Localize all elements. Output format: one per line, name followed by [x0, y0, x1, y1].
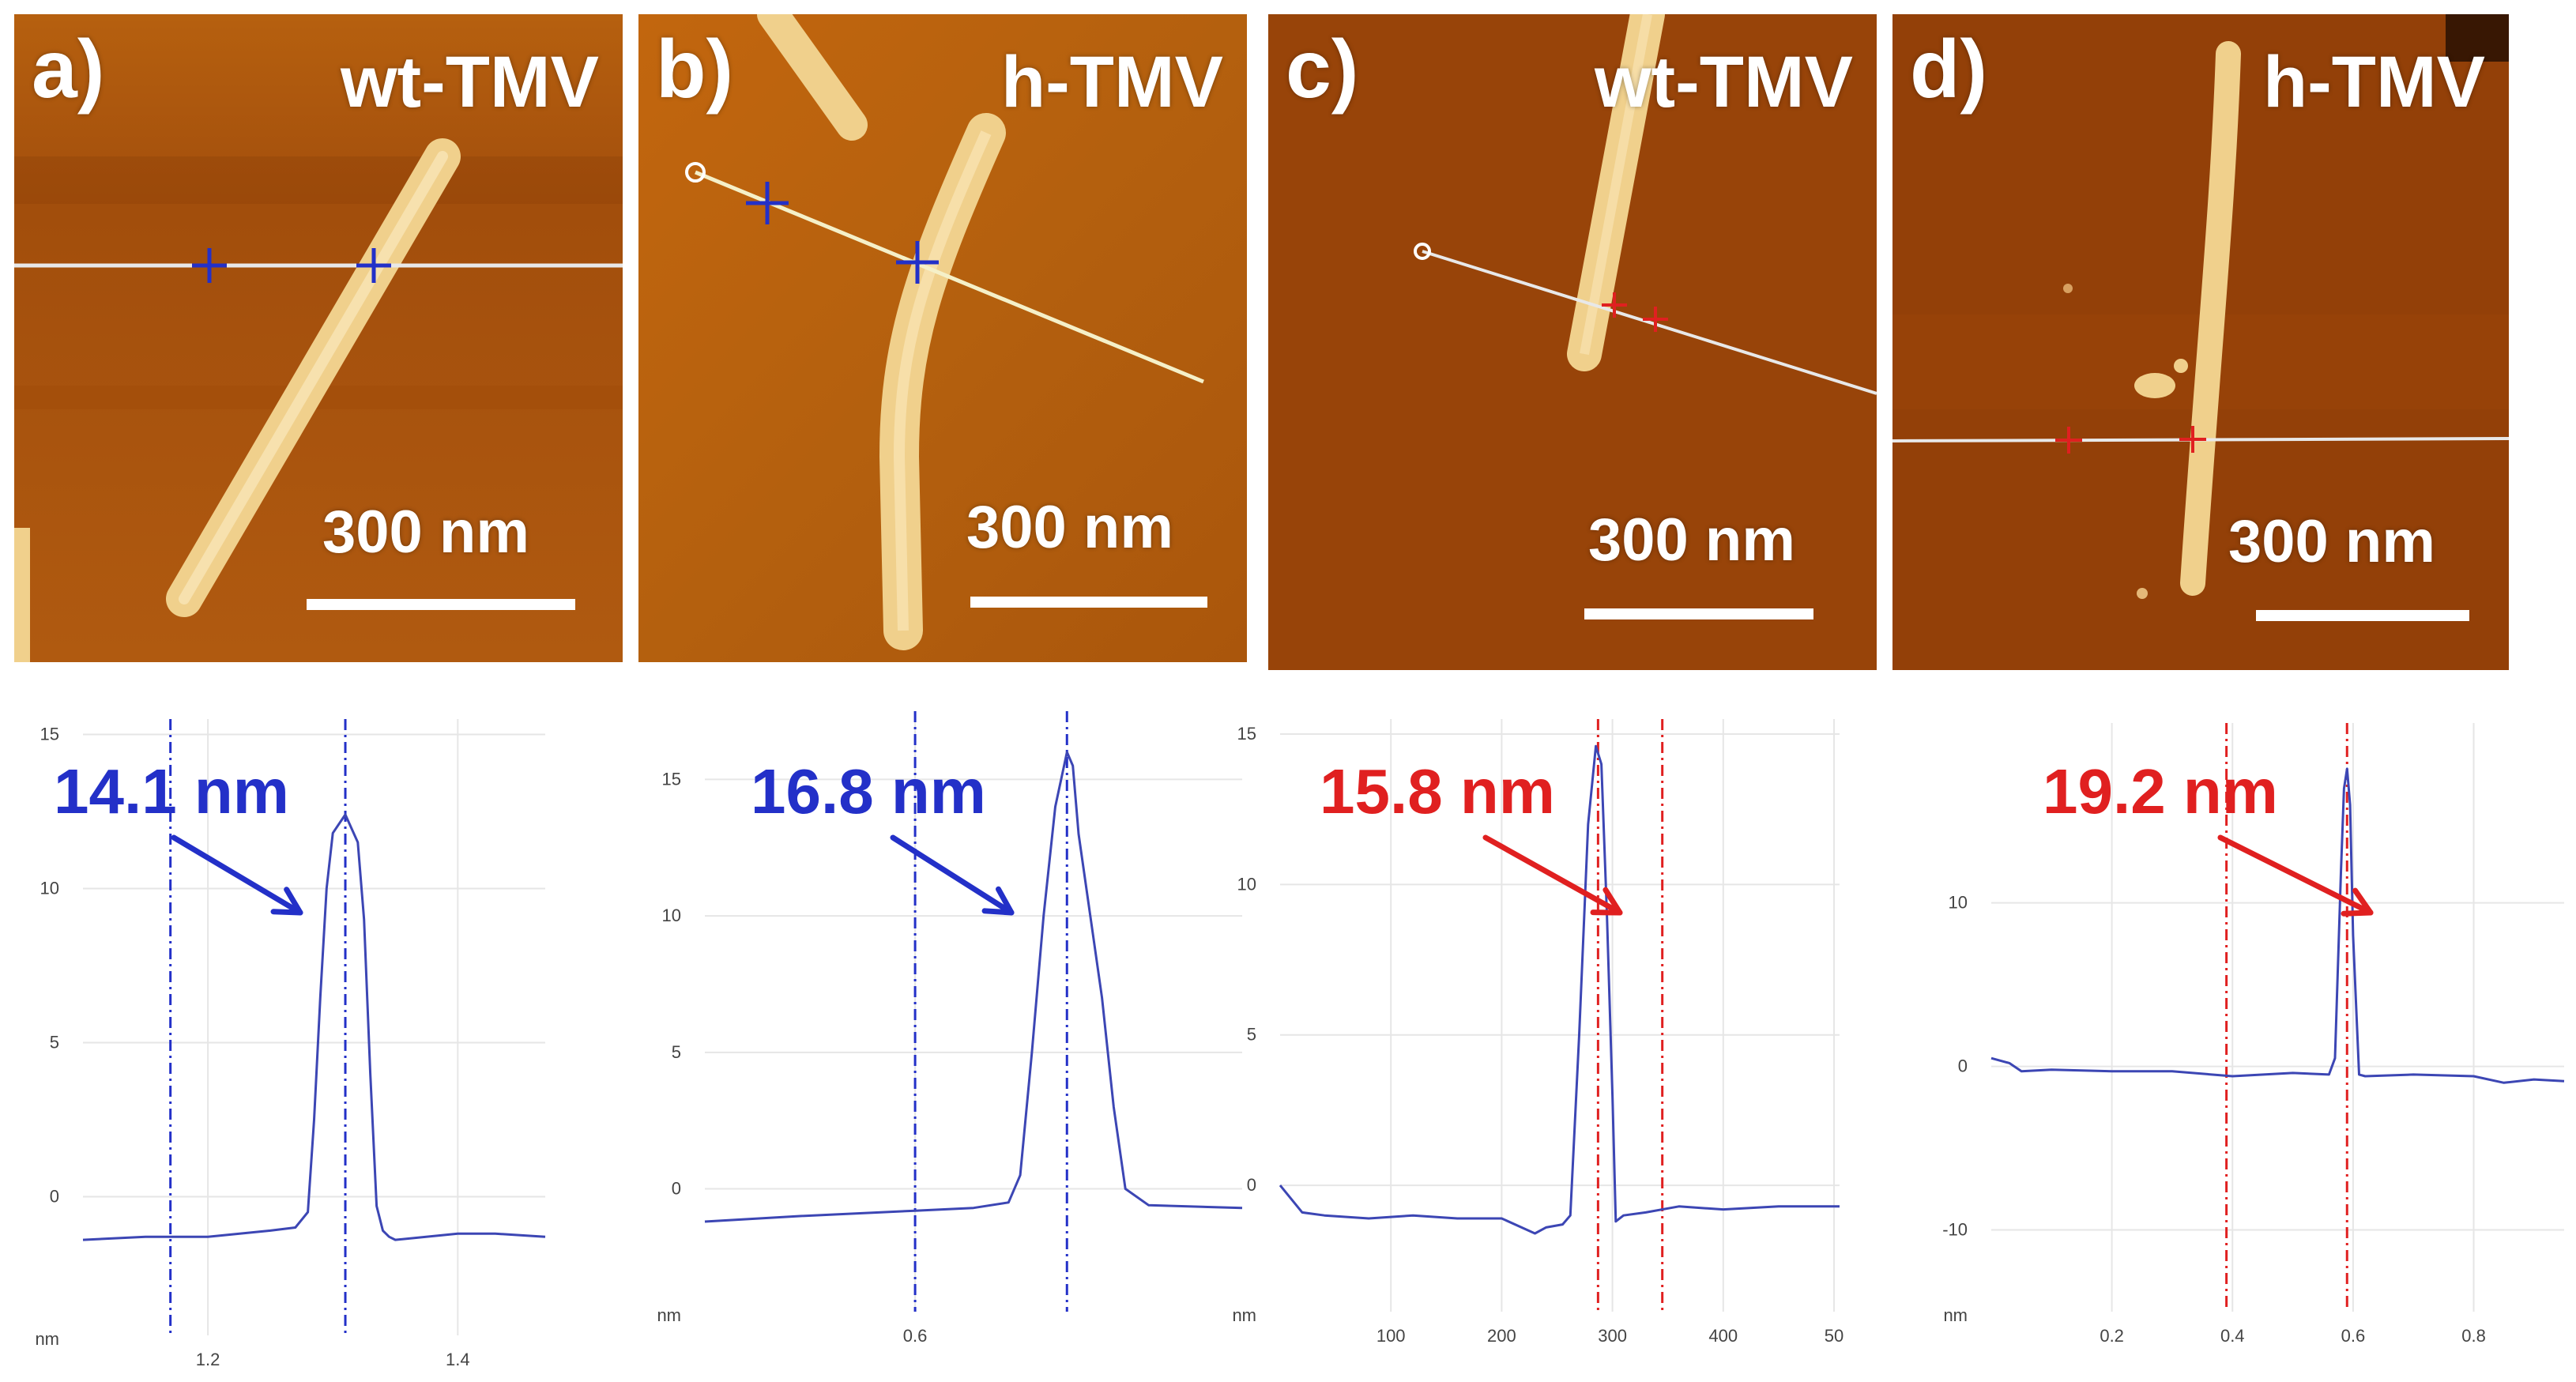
chart-canvas: 0 5 10 15 1.2 1.4 nm [35, 719, 546, 1369]
panel-title: h-TMV [2262, 42, 2485, 122]
y-tick-label: 5 [1247, 1025, 1256, 1045]
annotation-arrow [2217, 834, 2374, 916]
annotation-arrowhead [1590, 887, 1623, 916]
y-tick-label: 0 [672, 1179, 681, 1199]
y-tick-label: 0 [1247, 1175, 1256, 1195]
height-profile-chart-d: -10 0 10 0.2 0.4 0.6 0.8 nm 19.2 nm [1896, 687, 2576, 1382]
cursor-marker [746, 182, 939, 284]
x-tick-label: 200 [1487, 1326, 1516, 1346]
y-axis-unit-label: nm [1232, 1305, 1256, 1325]
cursor-marker [1602, 292, 1668, 332]
height-profile-line [82, 813, 546, 1241]
scale-bar [307, 599, 575, 610]
panel-letter: b) [656, 24, 734, 115]
y-axis-unit-label: nm [35, 1329, 59, 1349]
scale-bar-label: 300 nm [2228, 508, 2435, 575]
panel-letter: d) [1910, 24, 1988, 115]
scale-bar-label: 300 nm [966, 494, 1173, 561]
x-tick-label: 100 [1377, 1326, 1406, 1346]
afm-image-panel-b: b) h-TMV 300 nm [638, 14, 1247, 662]
afm-image-d [1892, 14, 2509, 670]
scale-bar [1584, 608, 1813, 619]
x-tick-label: 50 [1825, 1326, 1843, 1346]
y-tick-label: 10 [662, 906, 681, 925]
annotation-arrow [1482, 834, 1623, 916]
panel-title: h-TMV [1000, 42, 1223, 122]
annotation-arrowhead [2341, 887, 2374, 917]
panel-title: wt-TMV [340, 42, 599, 122]
x-tick-label: 0.8 [2461, 1326, 2486, 1346]
height-profile-chart-c: 0 5 10 15 100 200 300 400 50 nm 15.8 nm [1232, 687, 1896, 1382]
annotation-arrowhead [270, 887, 303, 916]
peak-height-annotation: 16.8 nm [751, 756, 986, 827]
y-tick-label: 15 [1237, 724, 1256, 744]
tmv-particle [2180, 41, 2241, 596]
x-tick-label: 1.4 [446, 1350, 470, 1369]
afm-image-b [638, 14, 1247, 662]
panel-letter: a) [32, 24, 105, 115]
panel-letter: c) [1286, 24, 1359, 115]
afm-image-c [1268, 14, 1877, 670]
scale-bar [970, 597, 1207, 608]
panel-title: wt-TMV [1594, 42, 1853, 122]
tmv-particle [757, 14, 868, 141]
annotation-arrow [171, 834, 303, 916]
y-tick-label: 5 [672, 1042, 681, 1062]
profile-line[interactable] [1422, 250, 1877, 395]
x-tick-label: 0.6 [903, 1326, 928, 1346]
chart-canvas: -10 0 10 0.2 0.4 0.6 0.8 nm [1942, 723, 2565, 1346]
height-profile-chart-b: 0 5 10 15 0.6 nm 16.8 nm [632, 687, 1264, 1382]
annotation-arrowhead [981, 886, 1015, 916]
peak-height-annotation: 19.2 nm [2043, 756, 2278, 827]
scale-bar-label: 300 nm [322, 499, 529, 566]
annotation-arrow [890, 834, 1015, 916]
y-tick-label: 10 [1237, 874, 1256, 894]
chart-canvas: 0 5 10 15 0.6 nm [657, 711, 1243, 1346]
y-tick-label: 15 [40, 725, 59, 744]
cursor-marker [192, 248, 391, 283]
height-profile-line [704, 751, 1243, 1223]
height-profile-line [1990, 767, 2565, 1084]
y-tick-label: 15 [662, 769, 681, 789]
x-tick-label: 300 [1598, 1326, 1627, 1346]
x-tick-label: 0.6 [2341, 1326, 2366, 1346]
y-axis-unit-label: nm [1943, 1305, 1968, 1325]
y-tick-label: 5 [50, 1033, 59, 1053]
debris-particle [2134, 373, 2175, 398]
afm-image-panel-c: c) wt-TMV 300 nm [1268, 14, 1877, 670]
afm-image-panel-d: d) h-TMV 300 nm [1892, 14, 2509, 670]
x-tick-label: 0.4 [2220, 1326, 2245, 1346]
x-tick-label: 1.2 [196, 1350, 220, 1369]
y-axis-unit-label: nm [657, 1305, 681, 1325]
y-tick-label: 10 [40, 879, 59, 898]
chart-canvas: 0 5 10 15 100 200 300 400 50 nm [1232, 719, 1843, 1346]
afm-image-panel-a: a) wt-TMV 300 nm [14, 14, 623, 662]
y-tick-label: -10 [1942, 1220, 1968, 1240]
scale-bar-label: 300 nm [1588, 506, 1795, 574]
y-tick-label: 10 [1949, 893, 1968, 913]
peak-height-annotation: 14.1 nm [54, 756, 289, 827]
scale-bar [2256, 610, 2469, 621]
y-tick-label: 0 [1958, 1056, 1968, 1076]
afm-image-a [14, 14, 623, 662]
peak-height-annotation: 15.8 nm [1320, 756, 1555, 827]
x-tick-label: 0.2 [2100, 1326, 2124, 1346]
x-tick-label: 400 [1708, 1326, 1738, 1346]
cursor-marker [2055, 426, 2206, 454]
height-profile-chart-a: 0 5 10 15 1.2 1.4 nm 14.1 nm [0, 687, 632, 1382]
height-profile-line [1279, 744, 1840, 1235]
y-tick-label: 0 [50, 1187, 59, 1207]
profile-line[interactable] [695, 170, 1204, 384]
